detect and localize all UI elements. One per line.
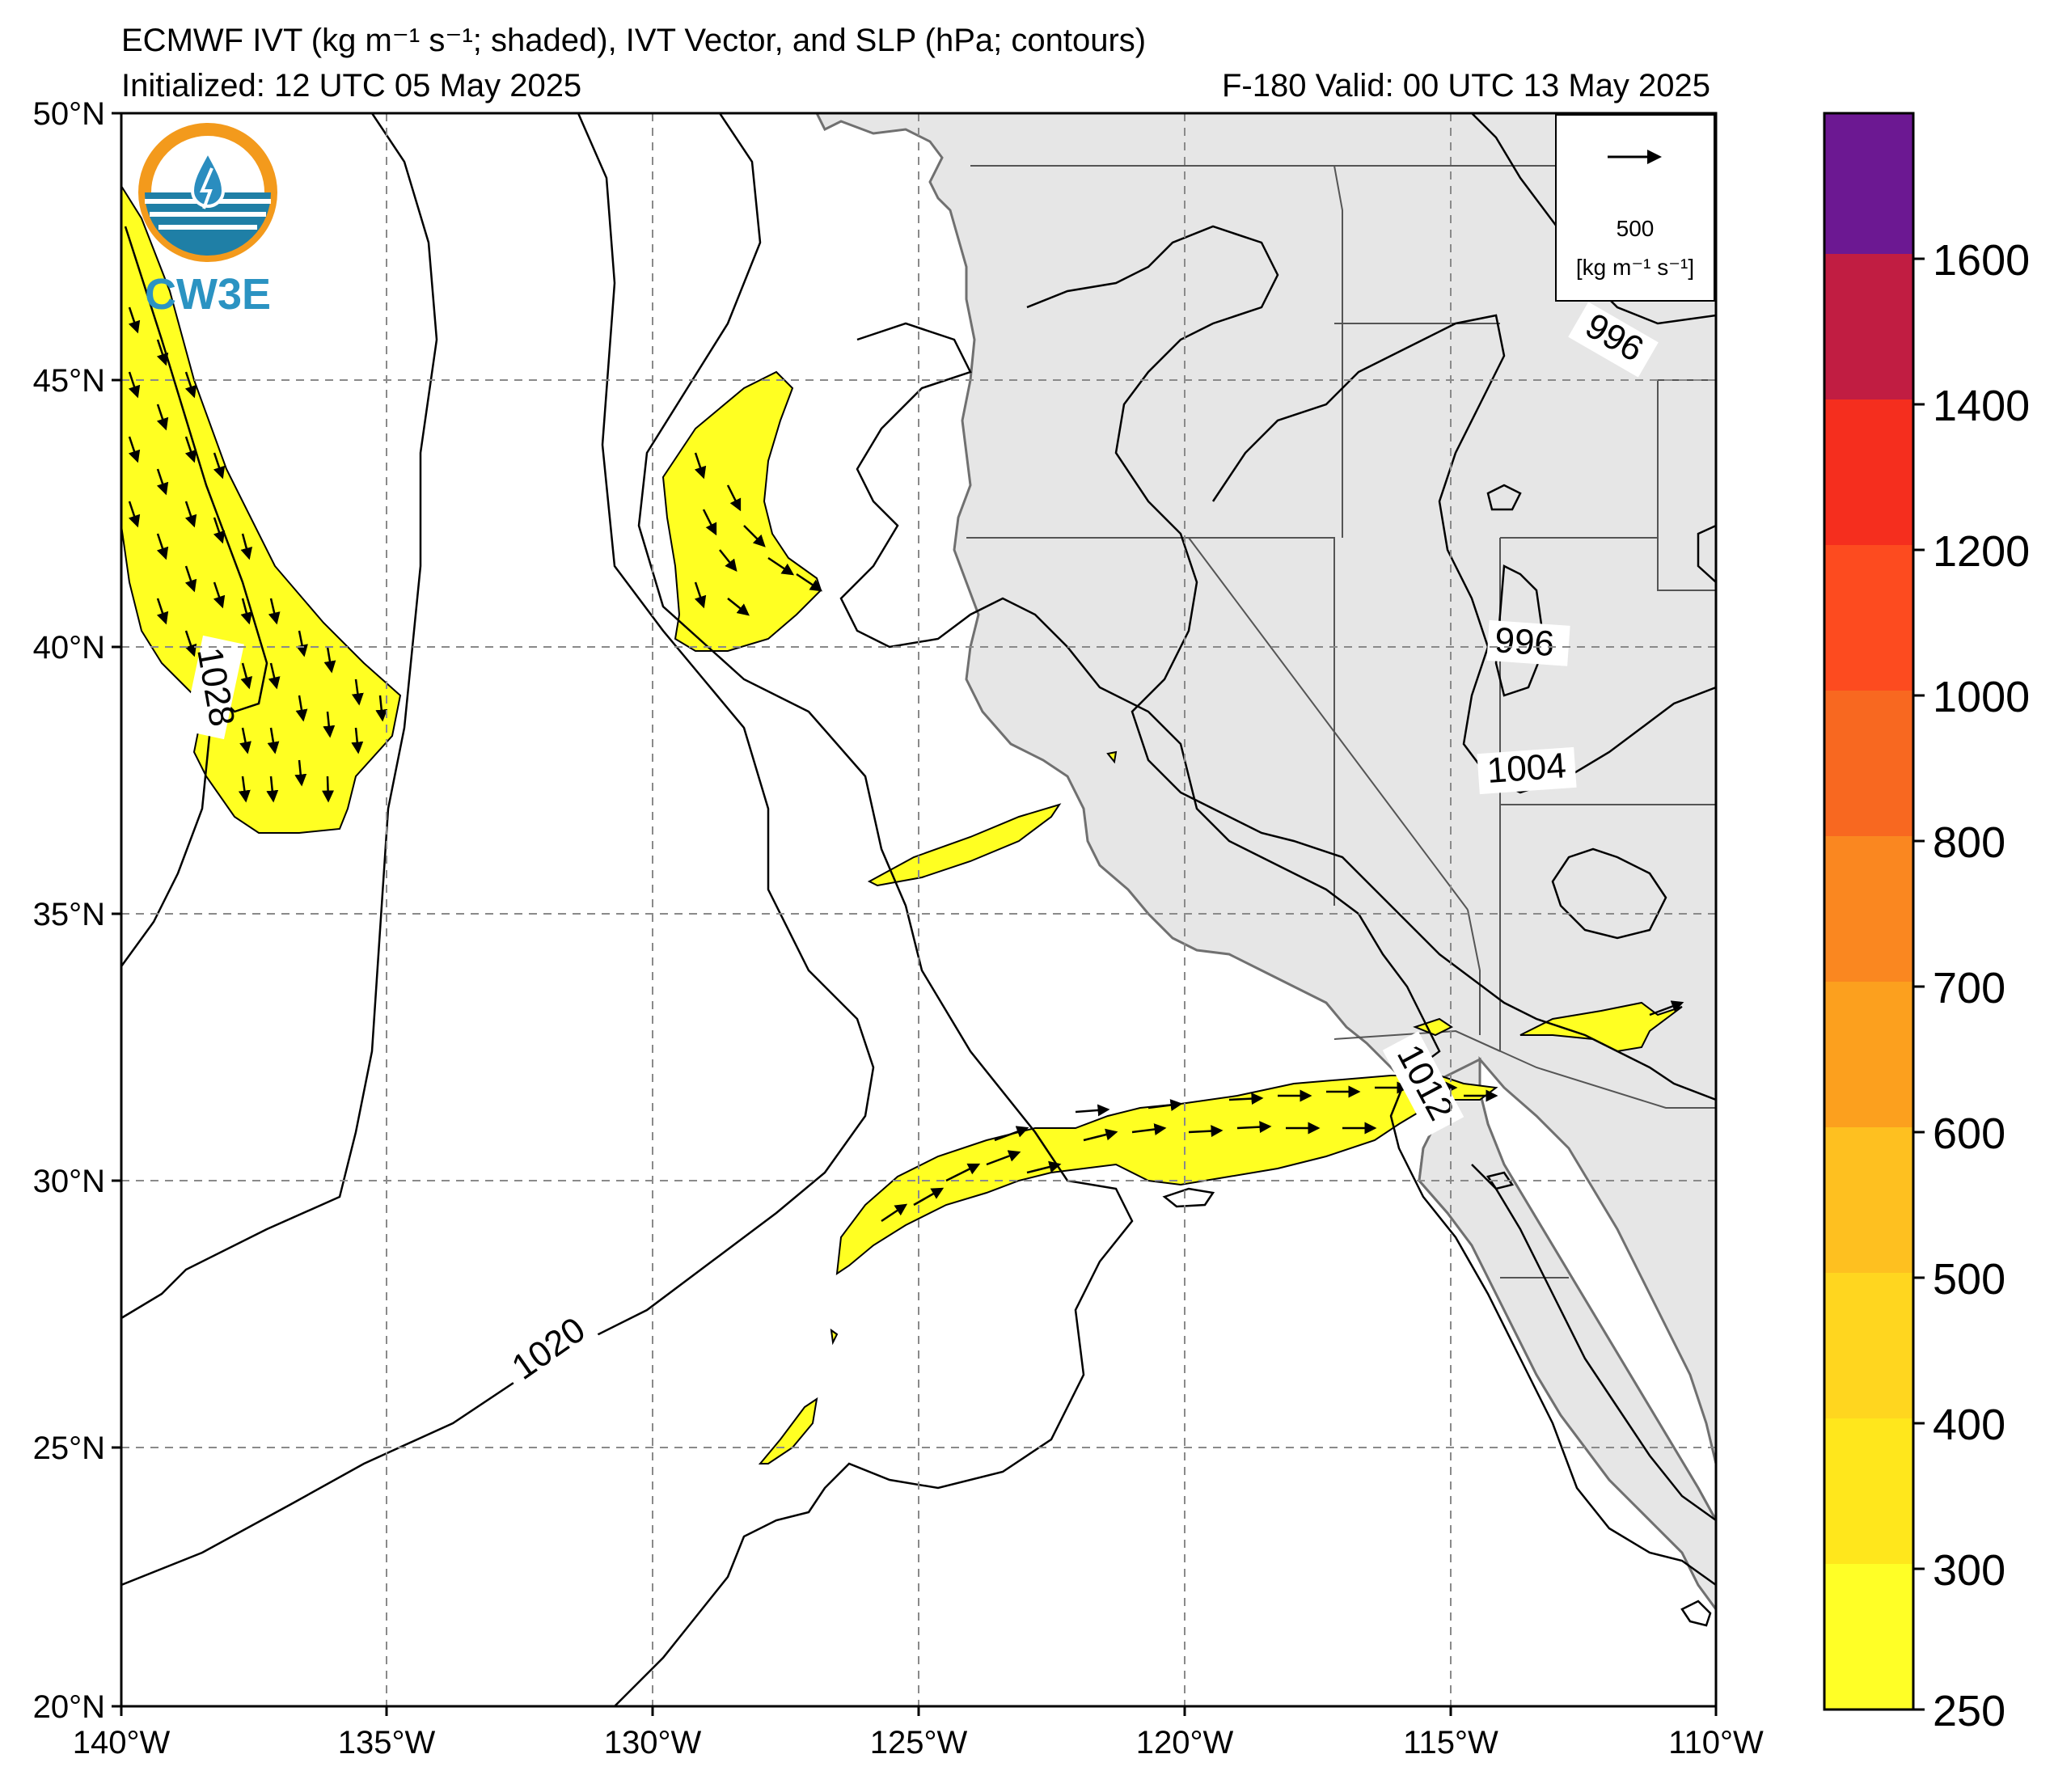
axis-ticks <box>112 112 1718 1716</box>
colorbar-label: 400 <box>1933 1401 2005 1449</box>
contour-label-996-south-group: 996 <box>1486 619 1570 666</box>
colorbar-label: 300 <box>1933 1546 2005 1595</box>
contour-label-1004: 1004 <box>1486 746 1567 791</box>
cw3e-logo: CW3E <box>138 123 277 319</box>
lon-labels: 140°W 135°W 130°W 125°W 120°W 115°W 110°… <box>73 1725 1764 1760</box>
slp-1012-gulf <box>1471 1164 1716 1522</box>
lon-label: 125°W <box>870 1725 968 1760</box>
colorbar-label: 1600 <box>1933 236 2030 285</box>
colorbar-label: 700 <box>1933 964 2005 1012</box>
lat-label: 25°N <box>33 1431 105 1466</box>
slp-loop-1 <box>1162 1187 1215 1208</box>
slp-loop-2 <box>1680 1600 1712 1627</box>
slp-contours <box>121 113 1716 1706</box>
slp-1020-main <box>121 113 875 1587</box>
ivt-patch-arizona <box>1519 1001 1683 1053</box>
lat-labels: 50°N 45°N 40°N 35°N 30°N 25°N 20°N <box>33 96 105 1725</box>
slp-east-edge <box>1697 524 1716 583</box>
map-title: ECMWF IVT (kg m⁻¹ s⁻¹; shaded), IVT Vect… <box>121 23 1147 58</box>
lon-label: 135°W <box>338 1725 436 1760</box>
colorbar-label: 1200 <box>1933 527 2030 576</box>
colorbar-label: 1000 <box>1933 673 2030 721</box>
ivt-patch-small <box>830 1328 839 1346</box>
ivt-river-main <box>835 1075 1498 1276</box>
colorbar: 1600 1400 1200 1000 800 700 600 500 400 … <box>1823 112 2030 1735</box>
lat-label: 20°N <box>33 1689 105 1725</box>
lat-label: 30°N <box>33 1164 105 1199</box>
ivt-sliver-california <box>867 803 1062 887</box>
lon-label: 130°W <box>604 1725 702 1760</box>
vector-key-box <box>1555 114 1715 302</box>
lat-label: 50°N <box>33 96 105 132</box>
slp-loop-4 <box>1486 1171 1515 1190</box>
lat-label: 35°N <box>33 897 105 932</box>
colorbar-frame <box>1823 112 1915 1711</box>
init-time: Initialized: 12 UTC 05 May 2025 <box>121 68 582 104</box>
ivt-patch-socal <box>1413 1017 1453 1037</box>
ivt-plume-offshore-oregon <box>661 370 822 652</box>
logo-bolt-icon <box>199 167 213 209</box>
colorbar-label: 1400 <box>1933 382 2030 430</box>
slp-1020-west <box>121 113 438 1320</box>
graticule <box>121 113 1716 1706</box>
contour-label-996-south: 996 <box>1494 620 1556 664</box>
slp-1008 <box>1026 225 1716 1101</box>
slp-loop-3 <box>1486 484 1522 511</box>
slp-low-east <box>1551 847 1667 940</box>
valid-time: F-180 Valid: 00 UTC 13 May 2025 <box>1221 68 1710 104</box>
contour-label-1004-group: 1004 <box>1477 746 1577 795</box>
lat-label: 45°N <box>33 363 105 399</box>
lon-label: 110°W <box>1668 1725 1764 1760</box>
slp-1012 <box>839 322 1716 1587</box>
vector-key-units: [kg m⁻¹ s⁻¹] <box>1576 255 1694 280</box>
colorbar-label: 800 <box>1933 818 2005 867</box>
lon-label: 115°W <box>1403 1725 1498 1760</box>
slp-1016 <box>614 113 1134 1706</box>
colorbar-label: 600 <box>1933 1109 2005 1158</box>
slp-1028-inner <box>124 226 268 713</box>
lat-label: 40°N <box>33 630 105 666</box>
logo-text: CW3E <box>145 270 271 319</box>
logo-ocean <box>145 192 271 256</box>
lon-label: 140°W <box>73 1725 171 1760</box>
vector-key: 500 [kg m⁻¹ s⁻¹] <box>1555 114 1715 302</box>
baja-peninsula <box>1389 1057 1716 1612</box>
colorbar-label: 250 <box>1933 1687 2005 1735</box>
lon-label: 120°W <box>1136 1725 1234 1760</box>
contour-label-1012-group: 1012 <box>1382 1031 1464 1136</box>
colorbar-label: 500 <box>1933 1255 2005 1304</box>
vector-key-value: 500 <box>1617 216 1655 241</box>
contour-label-1028-group: 1028 <box>183 635 244 740</box>
ivt-patch-tiny <box>1106 750 1118 764</box>
ivt-patch-south <box>758 1397 818 1464</box>
